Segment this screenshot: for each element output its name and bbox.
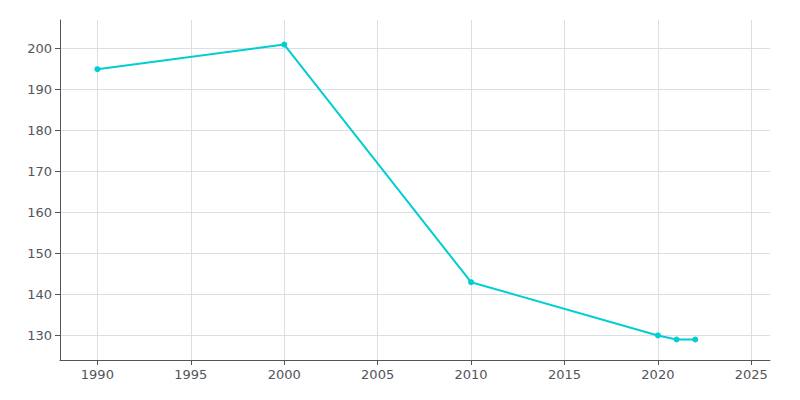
- svg-text:180: 180: [27, 123, 52, 138]
- svg-text:140: 140: [27, 287, 52, 302]
- svg-text:2005: 2005: [361, 367, 394, 382]
- svg-text:2020: 2020: [641, 367, 674, 382]
- svg-text:160: 160: [27, 205, 52, 220]
- svg-text:200: 200: [27, 41, 52, 56]
- svg-text:2025: 2025: [735, 367, 768, 382]
- svg-text:2010: 2010: [455, 367, 488, 382]
- svg-text:170: 170: [27, 164, 52, 179]
- svg-text:190: 190: [27, 82, 52, 97]
- svg-text:2015: 2015: [548, 367, 581, 382]
- svg-text:1990: 1990: [81, 367, 114, 382]
- svg-text:1995: 1995: [174, 367, 207, 382]
- svg-text:130: 130: [27, 328, 52, 343]
- svg-text:150: 150: [27, 246, 52, 261]
- svg-text:2000: 2000: [268, 367, 301, 382]
